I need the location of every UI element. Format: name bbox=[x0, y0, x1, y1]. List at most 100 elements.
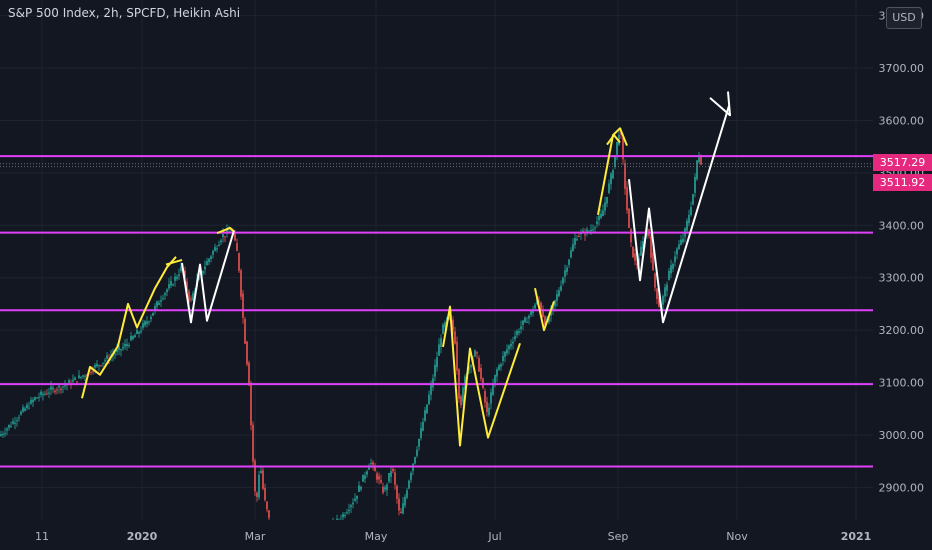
candle-body bbox=[392, 468, 394, 472]
candle-body bbox=[404, 496, 406, 506]
candle-body bbox=[148, 321, 150, 323]
candle-body bbox=[234, 233, 236, 241]
trend-drawings[interactable] bbox=[81, 91, 731, 447]
candle-body bbox=[80, 376, 82, 378]
candle-body bbox=[32, 399, 34, 403]
white-trend-line[interactable] bbox=[181, 230, 235, 324]
candle-body bbox=[266, 501, 268, 510]
candle-body bbox=[418, 438, 420, 447]
candle-body bbox=[542, 309, 544, 317]
candle-body bbox=[562, 277, 564, 284]
candle-body bbox=[210, 256, 212, 260]
time-axis-label: Jul bbox=[487, 530, 501, 543]
candle-body bbox=[130, 335, 132, 341]
candle-body bbox=[140, 330, 142, 332]
candle-body bbox=[500, 364, 502, 367]
candle-body bbox=[582, 230, 584, 233]
candle-body bbox=[126, 344, 128, 347]
candle-body bbox=[172, 284, 174, 286]
yellow-trend-line[interactable] bbox=[216, 226, 235, 235]
candle-body bbox=[56, 389, 58, 391]
candle-body bbox=[160, 300, 162, 302]
candle-body bbox=[138, 332, 140, 334]
candle-body bbox=[504, 351, 506, 357]
candle-body bbox=[192, 293, 194, 301]
candle-body bbox=[518, 331, 520, 333]
time-axis-background[interactable] bbox=[0, 520, 873, 550]
candle-body bbox=[578, 236, 580, 238]
candle-body bbox=[350, 505, 352, 508]
yellow-trend-line[interactable] bbox=[534, 287, 555, 332]
candle-body bbox=[476, 351, 478, 354]
yellow-trend-line[interactable] bbox=[442, 305, 521, 447]
candle-body bbox=[496, 369, 498, 377]
yellow-trend-line[interactable] bbox=[597, 127, 628, 215]
candle-body bbox=[264, 487, 266, 501]
candle-body bbox=[490, 392, 492, 404]
candle-body bbox=[220, 240, 222, 243]
candle-body bbox=[532, 310, 534, 314]
candle-body bbox=[384, 487, 386, 490]
candle-body bbox=[6, 428, 8, 431]
candle-body bbox=[678, 244, 680, 250]
candle-body bbox=[492, 384, 494, 395]
candle-body bbox=[102, 362, 104, 364]
candle-body bbox=[170, 281, 172, 286]
price-axis-label: 3200.00 bbox=[879, 324, 925, 337]
prev-price-badge: 3511.92 bbox=[873, 174, 932, 191]
candle-body bbox=[612, 170, 614, 179]
price-axis-background[interactable] bbox=[873, 0, 932, 520]
candle-body bbox=[364, 475, 366, 480]
candle-body bbox=[520, 326, 522, 329]
candle-body bbox=[576, 238, 578, 241]
time-axis-label: Mar bbox=[245, 530, 266, 543]
candle-body bbox=[246, 341, 248, 365]
yellow-trend-line[interactable] bbox=[81, 256, 177, 399]
candle-body bbox=[116, 349, 118, 353]
candle-body bbox=[46, 393, 48, 395]
time-axis-label: May bbox=[365, 530, 388, 543]
candle-body bbox=[252, 424, 254, 462]
candle-body bbox=[376, 473, 378, 480]
candle-body bbox=[236, 243, 238, 252]
white-trend-line[interactable] bbox=[628, 105, 730, 324]
candle-body bbox=[224, 236, 226, 238]
candle-body bbox=[96, 363, 98, 367]
candle-body bbox=[596, 221, 598, 225]
candle-body bbox=[428, 394, 430, 405]
candle-body bbox=[164, 293, 166, 296]
candle-body bbox=[74, 377, 76, 381]
candle-body bbox=[190, 298, 192, 300]
candle-body bbox=[34, 397, 36, 400]
yellow-trend-line[interactable] bbox=[165, 258, 183, 266]
candle-body bbox=[380, 480, 382, 483]
candle-body bbox=[474, 350, 476, 357]
candle-body bbox=[154, 306, 156, 311]
candle-body bbox=[226, 229, 228, 233]
candle-body bbox=[572, 244, 574, 252]
candle-body bbox=[362, 474, 364, 482]
candle-body bbox=[222, 234, 224, 238]
candle-body bbox=[600, 213, 602, 218]
candle-body bbox=[388, 472, 390, 482]
candle-body bbox=[260, 470, 262, 474]
candle-body bbox=[606, 196, 608, 204]
candle-body bbox=[690, 207, 692, 216]
candle-body bbox=[258, 474, 260, 498]
candle-body bbox=[674, 256, 676, 263]
candle-body bbox=[184, 270, 186, 278]
candle-body bbox=[480, 368, 482, 380]
candle-body bbox=[598, 215, 600, 221]
candle-body bbox=[700, 156, 702, 165]
candle-body bbox=[486, 401, 488, 413]
candle-body bbox=[98, 365, 100, 367]
price-axis-label: 3700.00 bbox=[879, 62, 925, 75]
yellow-trend-line[interactable] bbox=[606, 134, 621, 146]
candle-body bbox=[344, 514, 346, 516]
price-axis-label: 3000.00 bbox=[879, 429, 925, 442]
candle-body bbox=[640, 246, 642, 256]
currency-button[interactable]: USD bbox=[886, 7, 922, 29]
white-trend-line[interactable] bbox=[709, 91, 731, 117]
candle-body bbox=[188, 291, 190, 303]
